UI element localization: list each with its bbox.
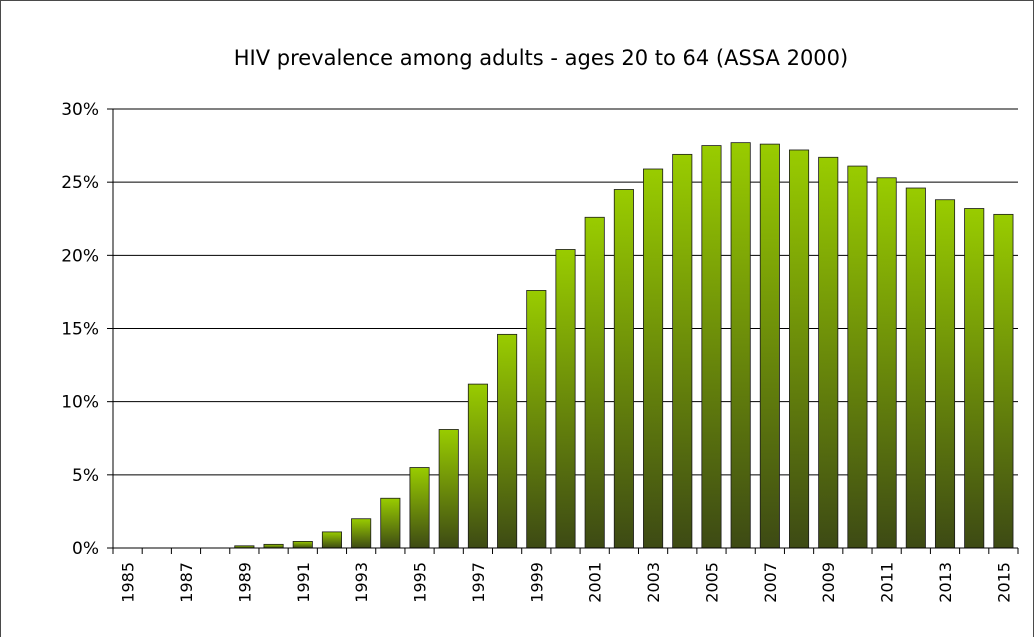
x-tick-label: 2015: [994, 562, 1013, 603]
x-tick-label: 2001: [586, 562, 605, 603]
bar-2013: [934, 199, 956, 549]
bar-2000: [555, 249, 576, 549]
x-tick-label: 1999: [527, 562, 546, 603]
bar-1995: [409, 467, 430, 549]
y-tick-label: 0%: [72, 539, 99, 559]
bar-2010: [847, 165, 868, 549]
bar-2005: [701, 145, 722, 549]
x-tick-label: 1993: [352, 562, 371, 603]
x-tick-label: 1997: [469, 562, 488, 603]
x-tick-label: 2003: [644, 562, 663, 603]
bar-1997: [467, 383, 488, 549]
bars: [234, 142, 1014, 549]
bar-2003: [643, 168, 664, 549]
bar-2008: [789, 149, 810, 549]
bar-1993: [351, 518, 372, 549]
x-tick-label: 1985: [119, 562, 138, 603]
bar-1991: [292, 541, 313, 549]
y-tick-label: 15%: [61, 320, 99, 340]
x-tick-label: 2013: [936, 562, 955, 603]
x-tick-label: 2009: [819, 562, 838, 603]
chart-title: HIV prevalence among adults - ages 20 to…: [234, 46, 848, 70]
bar-2002: [613, 189, 634, 549]
y-tick-label: 30%: [61, 100, 99, 120]
bar-2001: [584, 216, 605, 549]
bar-2004: [672, 153, 693, 549]
x-tick-labels: 1985 1987 1989 1991 1993 1995 1997 1999 2001 2003…: [119, 562, 1014, 603]
bar-2012: [905, 187, 926, 549]
x-tick-label: 2007: [761, 562, 780, 603]
x-tick-label: 2011: [878, 562, 897, 603]
bar-1992: [321, 531, 342, 549]
bar-2009: [818, 156, 839, 549]
axes: [107, 108, 1019, 554]
x-tick-label: 1987: [177, 562, 196, 603]
bar-2006: [730, 142, 751, 549]
x-tick-label: 1995: [411, 562, 430, 603]
x-tick-label: 2005: [702, 562, 721, 603]
bar-2007: [759, 143, 780, 549]
bar-1990: [263, 543, 284, 549]
x-tick-label: 1989: [235, 562, 254, 603]
y-tick-label: 10%: [61, 393, 99, 413]
bar-2011: [876, 177, 897, 549]
bar-2015: [993, 213, 1014, 549]
y-tick-label: 20%: [61, 246, 99, 266]
y-tick-label: 25%: [61, 173, 99, 193]
bar-1994: [380, 497, 401, 549]
bar-1998: [497, 333, 518, 549]
bar-2014: [964, 208, 985, 549]
y-tick-labels: 0% 5% 10% 15% 20% 25% 30%: [61, 100, 99, 559]
bar-1996: [438, 429, 459, 549]
y-tick-label: 5%: [72, 466, 99, 486]
bar-1999: [526, 290, 547, 549]
x-tick-label: 1991: [294, 562, 313, 603]
